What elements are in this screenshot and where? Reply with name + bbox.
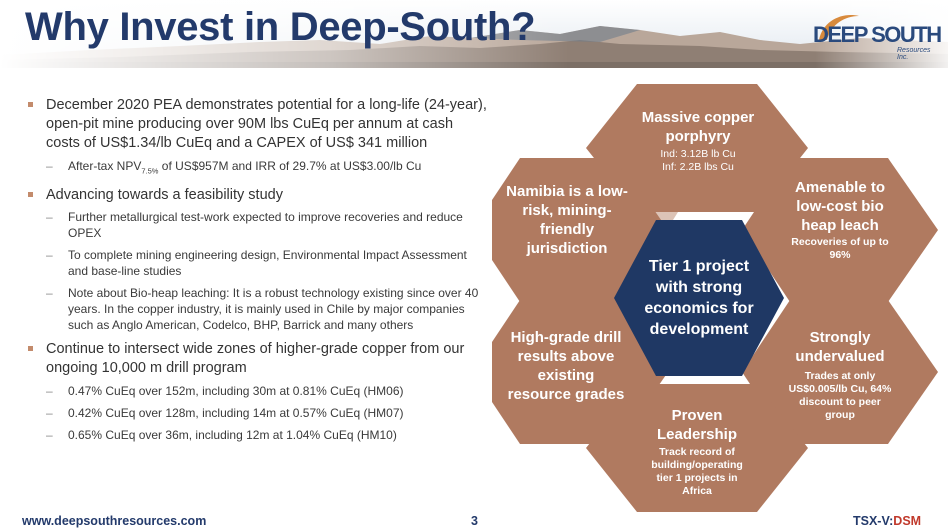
sub-bullet-item: – 0.65% CuEq over 36m, including 12m at … <box>28 427 488 443</box>
sub-bullet-text: 0.47% CuEq over 152m, including 30m at 0… <box>68 384 404 399</box>
sub-bullet-item: – Note about Bio-heap leaching: It is a … <box>28 285 488 333</box>
sub-bullet-text: Further metallurgical test-work expected… <box>68 210 463 241</box>
hex-title: Amenable to low-cost bio heap leach <box>794 179 885 234</box>
bullet-item: December 2020 PEA demonstrates potential… <box>28 96 488 153</box>
hex-lower-left-text: High-grade drill results above existing … <box>504 328 628 404</box>
bullet-square-icon <box>28 102 33 107</box>
ticker-symbol: TSX-V:DSM <box>853 514 921 528</box>
sub-bullet-text: 0.42% CuEq over 128m, including 14m at 0… <box>68 406 404 421</box>
sub-bullet-text: 0.65% CuEq over 36m, including 12m at 1.… <box>68 428 397 443</box>
company-logo: DEEP SOUTH Resources Inc. <box>813 10 942 61</box>
hex-upper-left-text: Namibia is a low-risk, mining-friendly j… <box>506 182 628 258</box>
hexagon-upper-right <box>742 158 938 302</box>
sub-bullet-item: – After-tax NPV7.5% of US$957M and IRR o… <box>28 158 488 179</box>
hex-detail: Recoveries of up to 96% <box>791 236 889 261</box>
bullet-text: December 2020 PEA demonstrates potential… <box>46 97 487 151</box>
dash-icon: – <box>46 286 53 301</box>
hex-title: High-grade drill results above existing … <box>507 329 625 403</box>
hex-lower-right-text: Strongly undervalued Trades at only US$0… <box>784 328 896 422</box>
dash-icon: – <box>46 384 53 399</box>
bullet-square-icon <box>28 346 33 352</box>
hex-title: Namibia is a low-risk, mining-friendly j… <box>506 183 628 257</box>
ticker-prefix: TSX-V: <box>853 514 894 528</box>
hex-top-text: Massive copper porphyry Ind: 3.12B lb Cu… <box>628 108 768 174</box>
dash-icon: – <box>46 406 53 421</box>
bullet-text: Continue to intersect wide zones of high… <box>46 341 465 377</box>
sub-bullet-text: Note about Bio-heap leaching: It is a ro… <box>68 286 479 333</box>
sub-bullet-text: To complete mining engineering design, E… <box>68 248 467 279</box>
sub-bullet-text: After-tax NPV <box>68 159 142 173</box>
bullet-list: December 2020 PEA demonstrates potential… <box>28 96 488 443</box>
sub-bullet-item: – 0.47% CuEq over 152m, including 30m at… <box>28 383 488 399</box>
investment-hexagon-graphic: Massive copper porphyry Ind: 3.12B lb Cu… <box>472 78 942 518</box>
dash-icon: – <box>46 210 53 225</box>
sub-bullet-item: – Further metallurgical test-work expect… <box>28 209 488 241</box>
hex-title: Massive copper porphyry <box>641 109 755 145</box>
hexagon-upper-left <box>472 158 668 302</box>
hexagon-top <box>586 84 808 212</box>
logo-subtext: Resources Inc. <box>897 47 931 61</box>
bullet-item: Advancing towards a feasibility study <box>28 186 488 205</box>
hex-title: Strongly undervalued <box>795 329 885 365</box>
bullet-text: Advancing towards a feasibility study <box>46 187 283 204</box>
page-number: 3 <box>471 514 478 528</box>
dash-icon: – <box>46 248 53 263</box>
ticker-code: DSM <box>893 514 922 528</box>
hex-detail: Ind: 3.12B lb Cu <box>660 148 736 160</box>
footer: www.deepsouthresources.com 3 TSX-V:DSM <box>0 506 948 532</box>
mountain-banner-image <box>0 0 948 68</box>
header-banner: Why Invest in Deep-South? DEEP SOUTH Res… <box>0 0 948 68</box>
bullet-square-icon <box>28 192 33 198</box>
sub-bullet-item: – 0.42% CuEq over 128m, including 14m at… <box>28 405 488 421</box>
sub-bullet-item: – To complete mining engineering design,… <box>28 247 488 279</box>
dash-icon: – <box>46 159 53 173</box>
hex-detail: Inf: 2.2B lbs Cu <box>662 161 734 173</box>
logo-text: DEEP SOUTH <box>813 22 942 47</box>
hexagon-lower-right <box>742 300 938 444</box>
subscript-text: 7.5% <box>141 166 159 176</box>
page-title: Why Invest in Deep-South? <box>25 5 536 49</box>
logo-swoosh-icon <box>819 15 859 40</box>
sub-bullet-text-continued: of US$957M and IRR of 29.7% at US$3.00/l… <box>158 159 422 173</box>
hexagon-lower-left <box>472 300 668 444</box>
hex-upper-right-text: Amenable to low-cost bio heap leach Reco… <box>780 178 900 262</box>
hex-bottom-text: Proven Leadership Track record of buildi… <box>642 406 752 498</box>
hexagon-center <box>614 220 784 376</box>
hex-title: Proven Leadership <box>656 407 738 443</box>
hex-detail: Trades at only US$0.005/lb Cu, 64% disco… <box>788 370 892 421</box>
hex-detail: Track record of building/operating tier … <box>651 446 743 497</box>
hex-center-text: Tier 1 project with strong economics for… <box>644 258 754 338</box>
bullet-item: Continue to intersect wide zones of high… <box>28 340 488 378</box>
website-link[interactable]: www.deepsouthresources.com <box>22 514 207 528</box>
hexagon-bottom <box>586 384 808 512</box>
dash-icon: – <box>46 428 53 443</box>
hexagon-shapes <box>472 84 938 512</box>
